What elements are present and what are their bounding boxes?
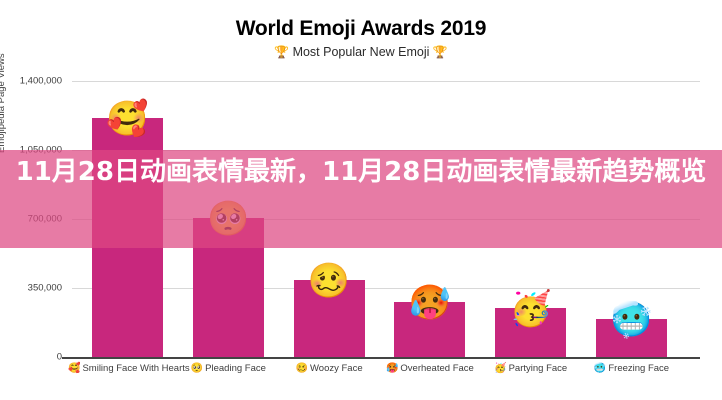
bar[interactable]: [293, 280, 365, 357]
category-label-text: Overheated Face: [400, 363, 474, 374]
y-tick-label: 350,000: [27, 282, 62, 294]
category-emoji-icon: 🥰: [68, 363, 81, 374]
y-tick-label: 1,400,000: [19, 75, 62, 87]
bar[interactable]: [596, 318, 667, 357]
category-emoji-icon: 🥶: [593, 363, 607, 374]
overlay-headline: 11月28日动画表情最新，11月28日动画表情最新趋势概览: [15, 157, 707, 187]
trophy-left-icon: 🏆: [274, 45, 290, 59]
chart-subtitle-text: Most Popular New Emoji: [292, 45, 430, 59]
x-category-label: 🥶 Freezing Face: [572, 363, 691, 374]
gridline: [72, 81, 700, 82]
category-emoji-icon: 🥴: [295, 363, 308, 374]
category-label-text: Pleading Face: [205, 363, 266, 374]
bar[interactable]: [495, 307, 567, 357]
trophy-right-icon: 🏆: [432, 45, 448, 59]
x-category-label: 🥵 Overheated Face: [370, 363, 489, 374]
overlay-banner-background: [0, 150, 722, 248]
chart-subtitle: 🏆 Most Popular New Emoji 🏆: [0, 45, 722, 59]
category-emoji-icon: 🥳: [494, 363, 507, 374]
category-label-text: Partying Face: [508, 363, 568, 374]
x-category-label: 🥰 Smiling Face With Hearts: [68, 363, 190, 374]
category-emoji-icon: 🥺: [190, 363, 204, 374]
gridline: [72, 288, 700, 289]
bar[interactable]: [394, 301, 466, 357]
category-label-text: Woozy Face: [310, 363, 363, 374]
x-axis-baseline: [62, 357, 700, 359]
category-label-text: Smiling Face With Hearts: [82, 363, 190, 374]
category-label-text: Freezing Face: [608, 363, 670, 374]
chart-title: World Emoji Awards 2019: [235, 17, 487, 40]
x-category-label: 🥳 Partying Face: [471, 363, 590, 374]
y-axis-title: Emojipedia Page Views: [0, 53, 7, 153]
x-category-label: 🥺 Pleading Face: [169, 363, 288, 374]
category-emoji-icon: 🥵: [385, 363, 399, 374]
x-category-label: 🥴 Woozy Face: [270, 363, 389, 374]
y-tick-label: 0: [56, 351, 62, 363]
